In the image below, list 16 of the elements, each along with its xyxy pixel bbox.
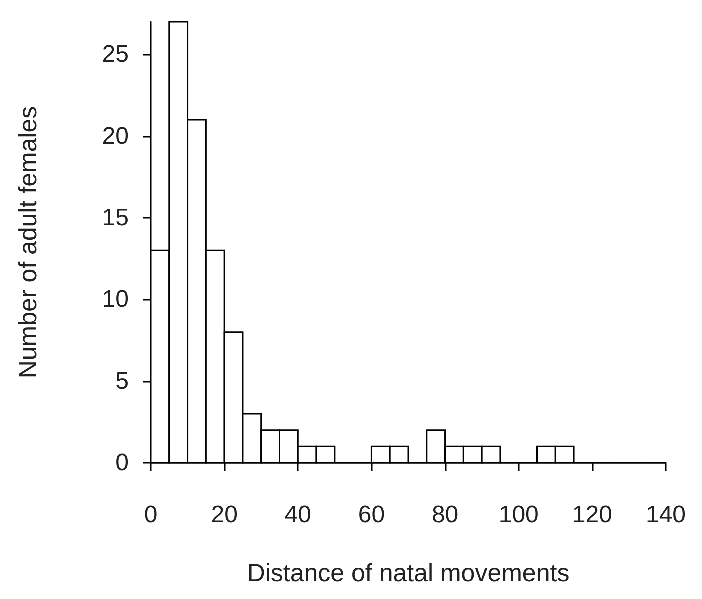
x-tick-label: 20 bbox=[211, 502, 238, 528]
x-axis-title: Distance of natal movements bbox=[247, 560, 570, 588]
y-axis-title: Number of adult females bbox=[14, 106, 42, 379]
y-tick-label: 10 bbox=[102, 286, 129, 314]
x-tick-label: 120 bbox=[572, 502, 612, 528]
y-tick-label: 0 bbox=[116, 450, 129, 476]
y-tick-label: 5 bbox=[116, 368, 129, 395]
y-tick-label: 20 bbox=[102, 122, 129, 150]
x-tick-label: 100 bbox=[498, 502, 539, 528]
x-tick-label: 140 bbox=[646, 502, 686, 528]
x-tick-label: 0 bbox=[144, 502, 158, 528]
y-tick-label: 25 bbox=[102, 41, 129, 68]
x-tick-label: 60 bbox=[358, 502, 386, 528]
x-tick-label: 80 bbox=[432, 502, 459, 528]
x-tick-label: 40 bbox=[284, 502, 312, 528]
y-tick-label: 15 bbox=[102, 204, 129, 232]
